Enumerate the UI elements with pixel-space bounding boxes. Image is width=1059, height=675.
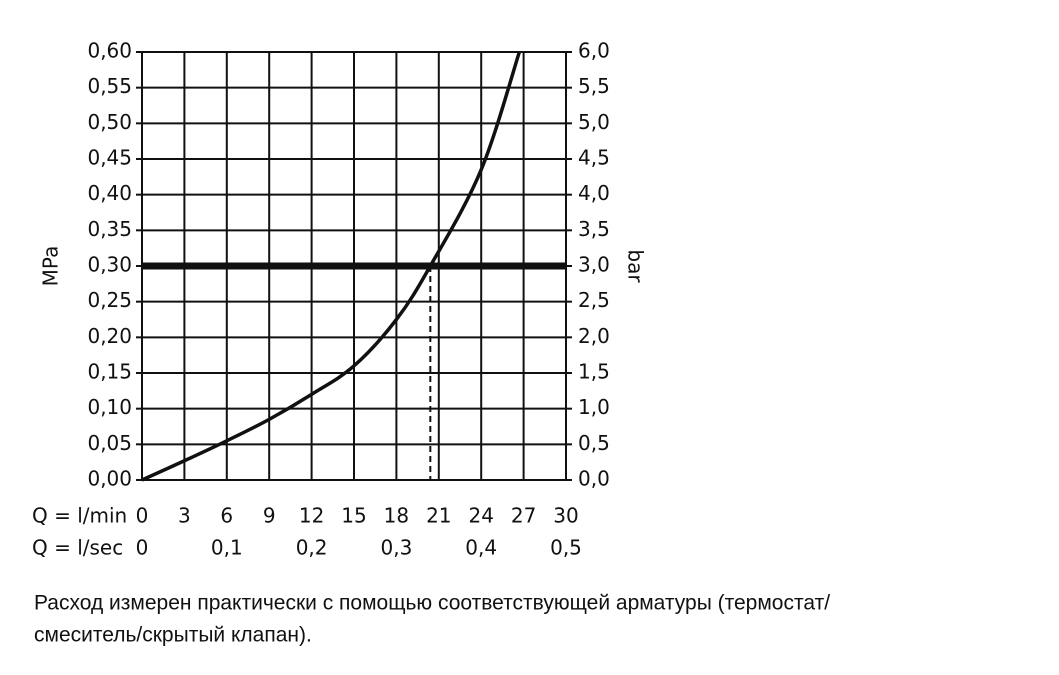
- y-tick-label: 0,55: [87, 74, 132, 98]
- y-tick-label: 0,25: [87, 288, 132, 312]
- y-axis-label: MPa: [39, 246, 63, 287]
- x2-tick-label: 0: [136, 536, 149, 560]
- x-tick-label: 30: [553, 504, 578, 528]
- x-tick-label: 3: [178, 504, 191, 528]
- x2-tick-label: 0,2: [296, 536, 328, 560]
- y-tick-label: 0,15: [87, 360, 132, 384]
- y-tick-label: 0,20: [87, 324, 132, 348]
- y2-tick-label: 2,0: [578, 324, 610, 348]
- y2-tick-label: 0,5: [578, 431, 610, 455]
- x-tick-label: 0: [136, 504, 149, 528]
- x-tick-label: 18: [384, 504, 409, 528]
- y2-tick-label: 1,0: [578, 395, 610, 419]
- y2-axis-label: bar: [624, 249, 648, 283]
- x-tick-label: 15: [341, 504, 366, 528]
- x-tick-label: 6: [220, 504, 233, 528]
- y-tick-label: 0,10: [87, 395, 132, 419]
- y-tick-label: 0,30: [87, 253, 132, 277]
- y2-tick-label: 2,5: [578, 288, 610, 312]
- y2-tick-label: 5,5: [578, 74, 610, 98]
- x2-tick-label: 0,4: [465, 536, 497, 560]
- x-tick-label: 9: [263, 504, 276, 528]
- x-row-label: Q = l/min: [32, 504, 127, 528]
- y-tick-label: 0,40: [87, 181, 132, 205]
- x-tick-label: 27: [511, 504, 536, 528]
- caption-line: Расход измерен практически с помощью соо…: [34, 592, 830, 615]
- y2-tick-label: 1,5: [578, 360, 610, 384]
- x-tick-label: 24: [468, 504, 493, 528]
- x2-tick-label: 0,5: [550, 536, 582, 560]
- y-tick-label: 0,35: [87, 217, 132, 241]
- y2-tick-label: 3,0: [578, 253, 610, 277]
- y-tick-label: 0,50: [87, 110, 132, 134]
- y-tick-label: 0,45: [87, 146, 132, 170]
- x2-tick-label: 0,3: [380, 536, 412, 560]
- y-tick-label: 0,00: [87, 467, 132, 491]
- y2-tick-label: 4,5: [578, 146, 610, 170]
- x2-row-label: Q = l/sec: [32, 536, 123, 560]
- y2-tick-label: 3,5: [578, 217, 610, 241]
- y2-tick-label: 4,0: [578, 181, 610, 205]
- y-tick-label: 0,60: [87, 39, 132, 63]
- y2-tick-label: 0,0: [578, 467, 610, 491]
- x-tick-label: 21: [426, 504, 451, 528]
- y2-tick-label: 6,0: [578, 39, 610, 63]
- x2-tick-label: 0,1: [211, 536, 243, 560]
- x-tick-label: 12: [299, 504, 324, 528]
- y-tick-label: 0,05: [87, 431, 132, 455]
- caption-line: смеситель/скрытый клапан).: [34, 624, 312, 647]
- curve: [141, 51, 522, 482]
- y2-tick-label: 5,0: [578, 110, 610, 134]
